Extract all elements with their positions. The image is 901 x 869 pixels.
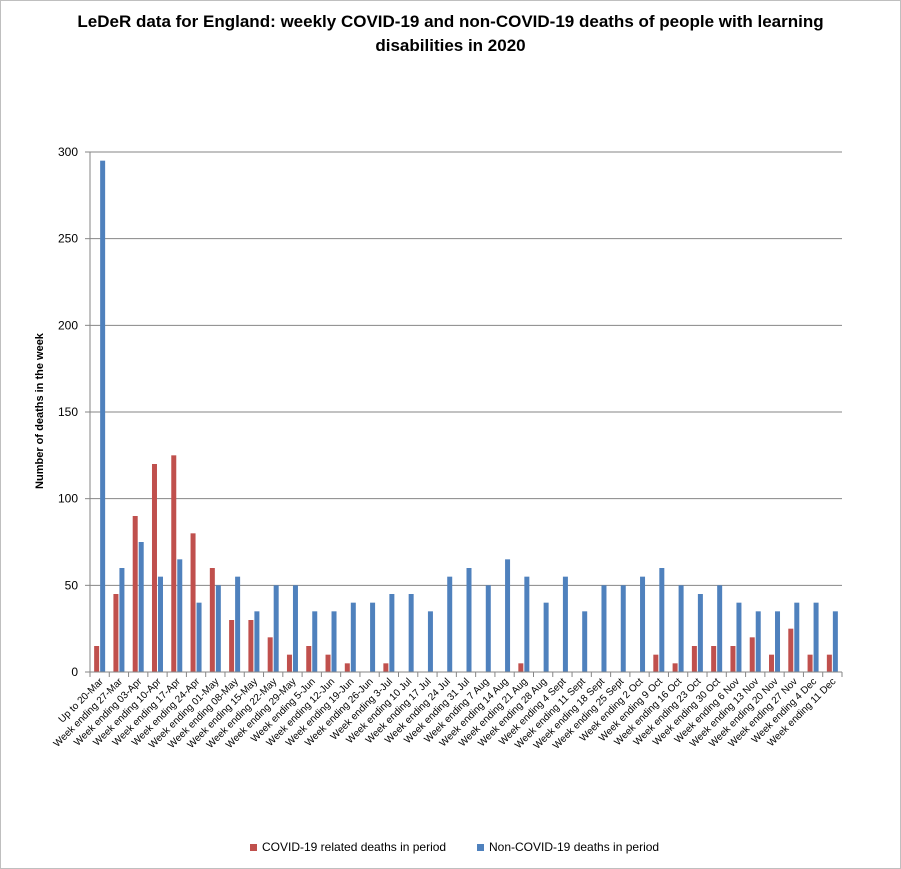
bar-non-covid: [717, 585, 723, 672]
bar-non-covid: [370, 602, 376, 672]
bar-non-covid: [273, 585, 279, 672]
bar-covid: [672, 663, 678, 672]
bar-non-covid: [697, 594, 703, 672]
bar-non-covid: [466, 568, 472, 672]
bar-non-covid: [505, 559, 511, 672]
bar-covid: [711, 646, 717, 672]
bar-covid: [229, 620, 235, 672]
y-tick-label: 250: [58, 232, 78, 246]
y-tick-label: 0: [71, 665, 78, 679]
bar-non-covid: [100, 160, 106, 672]
chart-title-line-2: disabilities in 2020: [375, 36, 526, 55]
legend-item-non-covid: Non-COVID-19 deaths in period: [477, 840, 659, 854]
bar-non-covid: [215, 585, 221, 672]
bar-covid: [267, 637, 273, 672]
bar-non-covid: [177, 559, 183, 672]
bar-non-covid: [736, 602, 742, 672]
bar-covid: [94, 646, 100, 672]
legend-label-non-covid: Non-COVID-19 deaths in period: [489, 840, 660, 854]
bar-non-covid: [138, 542, 144, 672]
bar-covid: [344, 663, 350, 672]
bar-non-covid: [832, 611, 838, 672]
bar-covid: [325, 654, 331, 672]
legend-item-covid: COVID-19 related deaths in period: [250, 840, 446, 854]
bar-non-covid: [775, 611, 781, 672]
bar-covid: [286, 654, 292, 672]
bar-non-covid: [794, 602, 800, 672]
legend-swatch-non-covid: [477, 843, 484, 851]
bar-non-covid: [640, 576, 646, 672]
chart-title-line-1: LeDeR data for England: weekly COVID-19 …: [77, 12, 824, 31]
bar-non-covid: [562, 576, 568, 672]
bar-non-covid: [524, 576, 530, 672]
bar-covid: [807, 654, 813, 672]
legend-swatch-covid: [250, 843, 257, 851]
bar-covid: [209, 568, 215, 672]
legend: COVID-19 related deaths in period Non-CO…: [0, 840, 901, 860]
bar-non-covid: [292, 585, 298, 672]
bar-covid: [691, 646, 697, 672]
bar-covid: [749, 637, 755, 672]
bar-non-covid: [350, 602, 356, 672]
bar-covid: [132, 516, 138, 672]
legend-label-covid: COVID-19 related deaths in period: [262, 840, 447, 854]
bar-non-covid: [678, 585, 684, 672]
bar-covid: [730, 646, 736, 672]
y-tick-label: 50: [65, 578, 79, 592]
y-tick-label: 100: [58, 492, 78, 506]
bar-non-covid: [312, 611, 318, 672]
y-tick-label: 300: [58, 145, 78, 159]
bar-covid: [113, 594, 119, 672]
bar-covid: [518, 663, 524, 672]
bar-non-covid: [119, 568, 125, 672]
chart-title: LeDeR data for England: weekly COVID-19 …: [40, 10, 861, 58]
bar-non-covid: [543, 602, 549, 672]
bar-covid: [788, 628, 794, 672]
bar-non-covid: [485, 585, 491, 672]
bar-covid: [769, 654, 775, 672]
bar-non-covid: [196, 602, 202, 672]
bar-covid: [190, 533, 196, 672]
bar-non-covid: [659, 568, 665, 672]
bar-non-covid: [601, 585, 607, 672]
bar-non-covid: [427, 611, 433, 672]
bar-covid: [306, 646, 312, 672]
bar-non-covid: [620, 585, 626, 672]
bar-non-covid: [755, 611, 761, 672]
bar-non-covid: [157, 576, 163, 672]
bar-covid: [151, 464, 157, 672]
bar-covid: [383, 663, 389, 672]
bar-non-covid: [408, 594, 414, 672]
bar-non-covid: [813, 602, 819, 672]
bar-covid: [248, 620, 254, 672]
bar-non-covid: [389, 594, 395, 672]
bar-covid: [653, 654, 659, 672]
bar-non-covid: [447, 576, 453, 672]
bar-non-covid: [235, 576, 241, 672]
bar-non-covid: [254, 611, 260, 672]
bar-covid: [171, 455, 177, 672]
bar-non-covid: [331, 611, 337, 672]
y-tick-label: 150: [58, 405, 78, 419]
bar-non-covid: [582, 611, 588, 672]
y-tick-label: 200: [58, 318, 78, 332]
bar-covid: [826, 654, 832, 672]
